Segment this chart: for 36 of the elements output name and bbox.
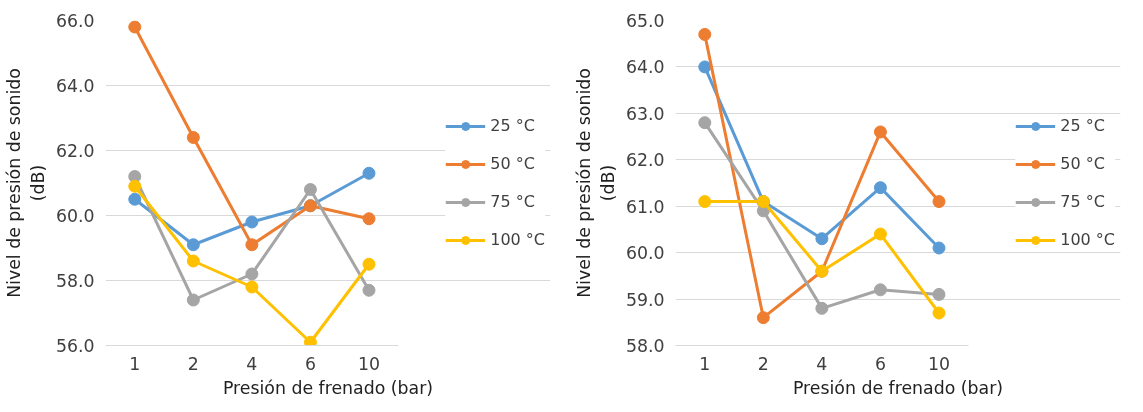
legend-label: 25 °C [490,116,535,135]
x-tick-label: 6 [304,353,316,374]
y-tick-label: 58.0 [55,271,95,291]
legend-label: 50 °C [1060,154,1105,173]
x-tick-label: 4 [246,353,258,374]
y-tick-label: 64.0 [55,76,95,96]
y-tick-label: 62.0 [625,150,665,171]
x-tick-label: 1 [129,353,141,374]
x-tick-label: 4 [816,353,828,374]
x-axis-title: Presión de frenado (bar) [222,377,434,398]
y-tick-label: 56.0 [55,336,95,356]
y-tick-label: 61.0 [625,196,665,217]
y-tick-label: 62.0 [55,141,95,161]
y-tick-label: 59.0 [625,289,665,310]
x-tick-label: 6 [874,353,886,374]
legend-label: 50 °C [490,154,535,173]
legend-label: 100 °C [1060,230,1115,249]
y-tick-label: 63.0 [625,103,665,124]
y-tick-label: 60.0 [625,243,665,264]
legend-label: 25 °C [1060,116,1105,135]
legend-label: 100 °C [490,230,545,249]
y-tick-label: 66.0 [55,11,95,31]
x-tick-label: 2 [187,353,199,374]
y-tick-label: 60.0 [55,206,95,226]
x-axis-title: Presión de frenado (bar) [792,377,1004,398]
x-tick-label: 10 [927,353,951,374]
y-tick-label: 58.0 [625,336,665,356]
x-tick-label: 1 [699,353,711,374]
x-tick-label: 10 [357,353,381,374]
x-tick-label: 2 [757,353,769,374]
y-axis-title: Nivel de presión de sonido (dB) [573,68,618,298]
y-tick-label: 64.0 [625,57,665,78]
legend-label: 75 °C [490,192,535,211]
y-tick-label: 65.0 [625,11,665,31]
legend-label: 75 °C [1060,192,1105,211]
y-axis-title: Nivel de presión de sonido (dB) [3,68,48,298]
